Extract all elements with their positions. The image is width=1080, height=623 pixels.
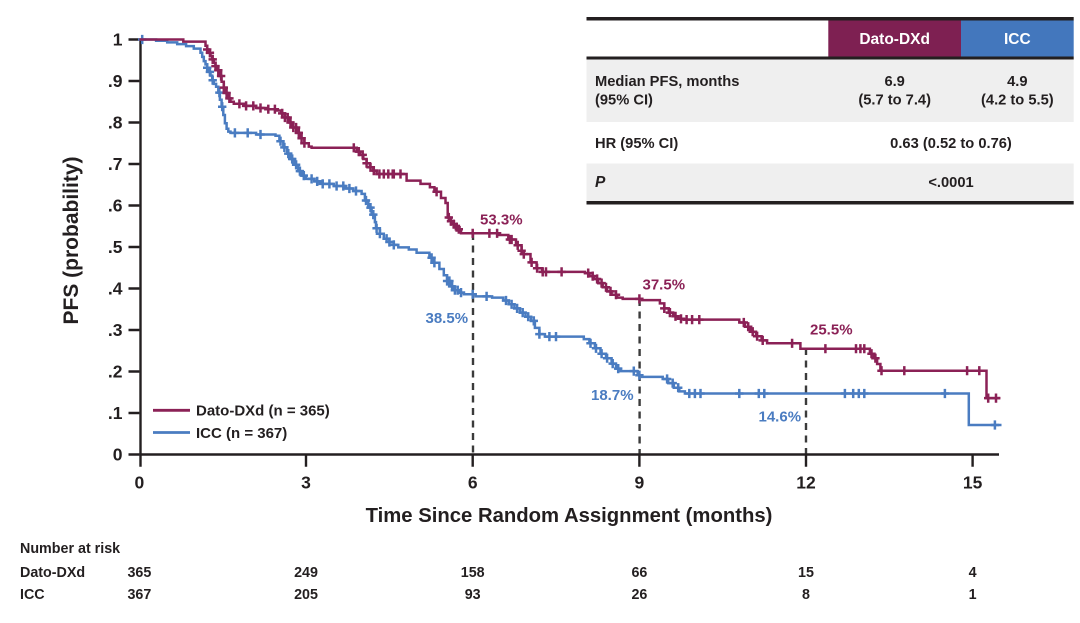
svg-text:53.3%: 53.3%	[480, 212, 523, 229]
svg-text:Dato-DXd (n = 365): Dato-DXd (n = 365)	[196, 403, 330, 420]
svg-text:205: 205	[294, 587, 318, 603]
svg-text:.7: .7	[108, 154, 123, 174]
svg-text:.2: .2	[108, 362, 123, 382]
svg-text:3: 3	[301, 473, 311, 493]
svg-text:37.5%: 37.5%	[643, 277, 686, 294]
svg-text:ICC (n = 367): ICC (n = 367)	[196, 425, 287, 442]
svg-text:15: 15	[963, 473, 983, 493]
svg-text:26: 26	[631, 587, 647, 603]
svg-text:14.6%: 14.6%	[759, 409, 802, 426]
svg-text:Dato-DXd: Dato-DXd	[859, 31, 930, 48]
svg-text:PFS (probability): PFS (probability)	[60, 157, 83, 325]
svg-text:Dato-DXd: Dato-DXd	[20, 565, 85, 581]
svg-text:Time Since Random Assignment (: Time Since Random Assignment (months)	[366, 505, 773, 527]
svg-text:<.0001: <.0001	[928, 175, 973, 191]
svg-text:367: 367	[127, 587, 151, 603]
svg-text:.9: .9	[108, 71, 123, 91]
svg-text:(4.2 to 5.5): (4.2 to 5.5)	[981, 93, 1054, 109]
svg-text:(5.7 to 7.4): (5.7 to 7.4)	[858, 93, 931, 109]
svg-text:93: 93	[465, 587, 481, 603]
svg-text:12: 12	[796, 473, 816, 493]
svg-text:0: 0	[113, 445, 123, 465]
svg-text:4: 4	[969, 565, 977, 581]
svg-text:9: 9	[635, 473, 645, 493]
svg-text:(95% CI): (95% CI)	[595, 93, 653, 109]
svg-text:25.5%: 25.5%	[810, 322, 853, 339]
svg-text:P: P	[595, 174, 606, 191]
svg-text:.6: .6	[108, 196, 123, 216]
svg-text:4.9: 4.9	[1007, 74, 1027, 90]
svg-text:1: 1	[969, 587, 977, 603]
svg-text:Median PFS, months: Median PFS, months	[595, 74, 739, 90]
svg-text:Number at risk: Number at risk	[20, 541, 120, 557]
svg-text:.8: .8	[108, 113, 123, 133]
svg-text:6.9: 6.9	[884, 74, 904, 90]
svg-text:38.5%: 38.5%	[426, 310, 469, 327]
svg-text:0.63 (0.52 to 0.76): 0.63 (0.52 to 0.76)	[890, 136, 1012, 152]
svg-text:.3: .3	[108, 320, 123, 340]
svg-text:8: 8	[802, 587, 810, 603]
svg-text:15: 15	[798, 565, 814, 581]
svg-text:6: 6	[468, 473, 478, 493]
svg-text:ICC: ICC	[20, 587, 45, 603]
svg-text:0: 0	[135, 473, 145, 493]
svg-text:158: 158	[461, 565, 485, 581]
svg-text:HR (95% CI): HR (95% CI)	[595, 136, 678, 152]
svg-text:18.7%: 18.7%	[591, 387, 634, 404]
svg-text:.1: .1	[108, 403, 123, 423]
svg-text:.4: .4	[108, 279, 123, 299]
svg-text:66: 66	[631, 565, 647, 581]
svg-text:.5: .5	[108, 237, 123, 257]
svg-text:1: 1	[113, 30, 123, 50]
svg-text:365: 365	[127, 565, 151, 581]
svg-text:ICC: ICC	[1004, 31, 1031, 48]
svg-text:249: 249	[294, 565, 318, 581]
